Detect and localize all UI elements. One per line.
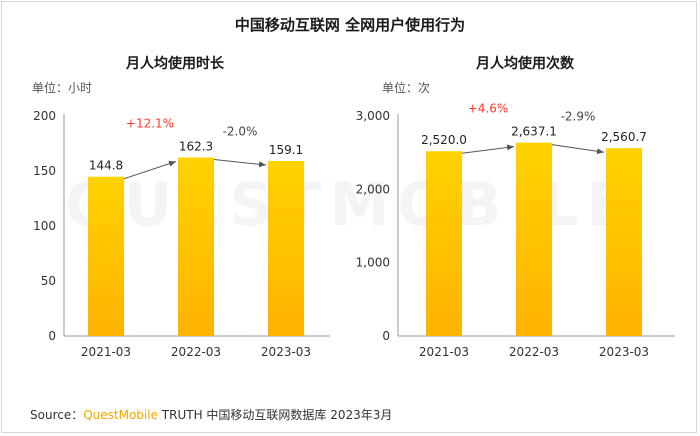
growth-label: +12.1%: [126, 116, 174, 130]
bar-value-label: 2,637.1: [511, 125, 557, 139]
y-tick-label: 50: [41, 274, 56, 288]
x-tick-label: 2022-03: [171, 345, 221, 359]
x-tick-label: 2021-03: [419, 345, 469, 359]
growth-arrow: [213, 158, 267, 168]
source-brand: QuestMobile: [83, 408, 158, 422]
bar-value-label: 159.1: [269, 143, 303, 157]
unit-label: 单位：小时: [32, 80, 92, 95]
bar: [268, 160, 304, 336]
bar: [88, 176, 124, 336]
chart-title: 月人均使用时长: [125, 55, 225, 72]
bar: [516, 142, 552, 336]
main-title: 中国移动互联网 全网用户使用行为: [234, 16, 466, 34]
y-tick-label: 150: [33, 164, 56, 178]
bar-value-label: 2,520.0: [421, 133, 467, 147]
growth-label: +4.6%: [468, 102, 509, 116]
bar-value-label: 2,560.7: [601, 130, 647, 144]
unit-label: 单位：次: [382, 80, 430, 95]
source-prefix: Source：: [30, 408, 84, 422]
bar: [178, 157, 214, 336]
chart-title: 月人均使用次数: [475, 55, 575, 72]
y-tick-label: 3,000: [356, 109, 390, 123]
growth-label: -2.9%: [561, 110, 596, 124]
x-tick-label: 2023-03: [261, 345, 311, 359]
source-note: Source：QuestMobile TRUTH 中国移动互联网数据库 2023…: [30, 406, 392, 423]
y-tick-label: 2,000: [356, 182, 390, 196]
bar-value-label: 162.3: [179, 139, 213, 153]
y-tick-label: 100: [33, 219, 56, 233]
y-tick-label: 200: [33, 109, 56, 123]
x-tick-label: 2023-03: [599, 345, 649, 359]
y-tick-label: 0: [48, 329, 56, 343]
bar: [426, 151, 462, 336]
bar: [606, 148, 642, 336]
source-suffix: TRUTH 中国移动互联网数据库 2023年3月: [157, 408, 393, 422]
growth-arrow: [461, 144, 515, 154]
growth-arrow: [551, 144, 605, 155]
x-tick-label: 2021-03: [81, 345, 131, 359]
y-tick-label: 1,000: [356, 256, 390, 270]
y-tick-label: 0: [382, 329, 390, 343]
growth-arrow: [123, 160, 177, 180]
x-tick-label: 2022-03: [509, 345, 559, 359]
growth-label: -2.0%: [223, 124, 258, 138]
bar-value-label: 144.8: [89, 159, 123, 173]
